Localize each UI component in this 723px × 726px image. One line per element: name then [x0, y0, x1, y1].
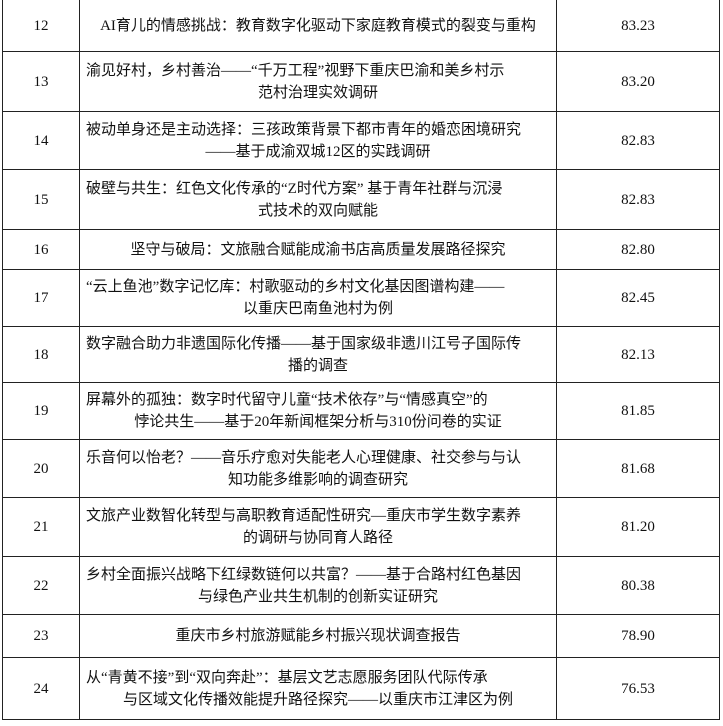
- table-row: 20 乐音何以怡老？——音乐疗愈对失能老人心理健康、社交参与与认 知功能多维影响的调…: [2, 439, 720, 498]
- title-line: 渝见好村，乡村善治——“千万工程”视野下重庆巴渝和美乡村示: [86, 62, 505, 79]
- row-number: 20: [2, 439, 80, 498]
- title-line: 播的调查: [287, 357, 348, 374]
- project-title: 数字融合助力非遗国际化传播——基于国家级非遗川江号子国际传播的调查: [79, 326, 557, 383]
- row-number: 16: [2, 229, 80, 270]
- project-title: 屏幕外的孤独：数字时代留守儿童“技术依存”与“情感真空”的悖论共生——基于20年…: [79, 382, 557, 440]
- table-row: 15 破壁与共生：红色文化传承的“Z时代方案” 基于青年社群与沉浸 式技术的双向赋能…: [2, 169, 720, 230]
- title-line: ——基于成渝双城12区的实践调研: [205, 143, 431, 160]
- project-title: 乡村全面振兴战略下红绿数链何以共富？——基于合路村红色基因与绿色产业共生机制的创…: [79, 556, 557, 615]
- score: 80.38: [556, 556, 720, 615]
- table-row: 13 渝见好村，乡村善治——“千万工程”视野下重庆巴渝和美乡村示 范村治理实效调研 8…: [2, 51, 720, 112]
- score: 82.45: [556, 269, 720, 327]
- row-number: 14: [2, 111, 80, 170]
- project-title: AI育儿的情感挑战：教育数字化驱动下家庭教育模式的裂变与重构: [79, 0, 557, 52]
- title-line: 文旅产业数智化转型与高职教育适配性研究—重庆市学生数字素养: [86, 508, 522, 524]
- table-row: 22 乡村全面振兴战略下红绿数链何以共富？——基于合路村红色基因 与绿色产业共生机制…: [2, 556, 720, 615]
- table-row: 23 重庆市乡村旅游赋能乡村振兴现状调查报告 78.90: [2, 614, 720, 658]
- project-title: 重庆市乡村旅游赋能乡村振兴现状调查报告: [79, 614, 557, 658]
- table-row: 24 从“青黄不接”到“双向奔赴”：基层文艺志愿服务团队代际传承 与区域文化传播效能…: [2, 657, 720, 720]
- title-line: 以重庆巴南鱼池村为例: [242, 301, 393, 317]
- row-number: 17: [2, 269, 80, 327]
- table-row: 17 “云上鱼池”数字记忆库：村歌驱动的乡村文化基因图谱构建—— 以重庆巴南鱼池村为…: [2, 269, 720, 327]
- title-line: 数字融合助力非遗国际化传播——基于国家级非遗川江号子国际传: [86, 335, 522, 352]
- title-line: “云上鱼池”数字记忆库：村歌驱动的乡村文化基因图谱构建——: [86, 279, 505, 295]
- title-line: 知功能多维影响的调查研究: [227, 471, 408, 488]
- score: 82.13: [556, 326, 720, 383]
- row-number: 22: [2, 556, 80, 615]
- table-row: 12 AI育儿的情感挑战：教育数字化驱动下家庭教育模式的裂变与重构 83.23: [2, 0, 720, 52]
- score: 81.85: [556, 382, 720, 440]
- score: 82.83: [556, 111, 720, 170]
- score: 83.20: [556, 51, 720, 112]
- project-title: 乐音何以怡老？——音乐疗愈对失能老人心理健康、社交参与与认知功能多维影响的调查研…: [79, 439, 557, 498]
- title-line: 与绿色产业共生机制的创新实证研究: [197, 588, 438, 605]
- title-line: AI育儿的情感挑战：教育数字化驱动下家庭教育模式的裂变与重构: [100, 17, 536, 34]
- project-title: 被动单身还是主动选择：三孩政策背景下都市青年的婚恋困境研究 ——基于成渝双城12区…: [79, 111, 557, 170]
- score: 82.83: [556, 169, 720, 230]
- row-number: 21: [2, 497, 80, 557]
- project-title: 坚守与破局：文旅融合赋能成渝书店高质量发展路径探究: [79, 229, 557, 270]
- title-line: 与区域文化传播效能提升路径探究——以重庆市江津区为例: [122, 691, 513, 708]
- score: 76.53: [556, 657, 720, 720]
- title-line: 范村治理实效调研: [257, 84, 378, 101]
- row-number: 23: [2, 614, 80, 658]
- row-number: 15: [2, 169, 80, 230]
- title-line: 重庆市乡村旅游赋能乡村振兴现状调查报告: [175, 628, 461, 644]
- score: 81.68: [556, 439, 720, 498]
- title-line: 式技术的双向赋能: [257, 202, 378, 219]
- project-title: 文旅产业数智化转型与高职教育适配性研究—重庆市学生数字素养的调研与协同育人路径: [79, 497, 557, 557]
- row-number: 19: [2, 382, 80, 440]
- row-number: 13: [2, 51, 80, 112]
- title-line: 乐音何以怡老？——音乐疗愈对失能老人心理健康、社交参与与认: [86, 449, 522, 466]
- project-title: “云上鱼池”数字记忆库：村歌驱动的乡村文化基因图谱构建—— 以重庆巴南鱼池村为例: [79, 269, 557, 327]
- project-title: 渝见好村，乡村善治——“千万工程”视野下重庆巴渝和美乡村示范村治理实效调研: [79, 51, 557, 112]
- row-number: 12: [2, 0, 80, 52]
- title-line: 屏幕外的孤独：数字时代留守儿童“技术依存”与“情感真空”的: [86, 392, 488, 408]
- title-line: 坚守与破局：文旅融合赋能成渝书店高质量发展路径探究: [130, 241, 506, 258]
- table-row: 19 屏幕外的孤独：数字时代留守儿童“技术依存”与“情感真空”的 悖论共生——基于2…: [2, 382, 720, 440]
- title-line: 的调研与协同育人路径: [242, 530, 393, 546]
- project-title: 破壁与共生：红色文化传承的“Z时代方案” 基于青年社群与沉浸式技术的双向赋能: [79, 169, 557, 230]
- table-row: 18 数字融合助力非遗国际化传播——基于国家级非遗川江号子国际传 播的调查 82.13: [2, 326, 720, 383]
- row-number: 18: [2, 326, 80, 383]
- table-row: 16 坚守与破局：文旅融合赋能成渝书店高质量发展路径探究 82.80: [2, 229, 720, 270]
- score: 83.23: [556, 0, 720, 52]
- score: 82.80: [556, 229, 720, 270]
- title-line: 被动单身还是主动选择：三孩政策背景下都市青年的婚恋困境研究: [86, 121, 522, 138]
- project-title: 从“青黄不接”到“双向奔赴”：基层文艺志愿服务团队代际传承与区域文化传播效能提升…: [79, 657, 557, 720]
- score: 78.90: [556, 614, 720, 658]
- title-line: 破壁与共生：红色文化传承的“Z时代方案” 基于青年社群与沉浸: [86, 180, 503, 197]
- table-row: 14 被动单身还是主动选择：三孩政策背景下都市青年的婚恋困境研究 ——基于成渝双城1…: [2, 111, 720, 170]
- title-line: 悖论共生——基于20年新闻框架分析与310份问卷的实证: [134, 414, 502, 430]
- title-line: 从“青黄不接”到“双向奔赴”：基层文艺志愿服务团队代际传承: [86, 669, 488, 686]
- title-line: 乡村全面振兴战略下红绿数链何以共富？——基于合路村红色基因: [86, 566, 522, 583]
- table-row: 21 文旅产业数智化转型与高职教育适配性研究—重庆市学生数字素养 的调研与协同育人路…: [2, 497, 720, 557]
- score: 81.20: [556, 497, 720, 557]
- row-number: 24: [2, 657, 80, 720]
